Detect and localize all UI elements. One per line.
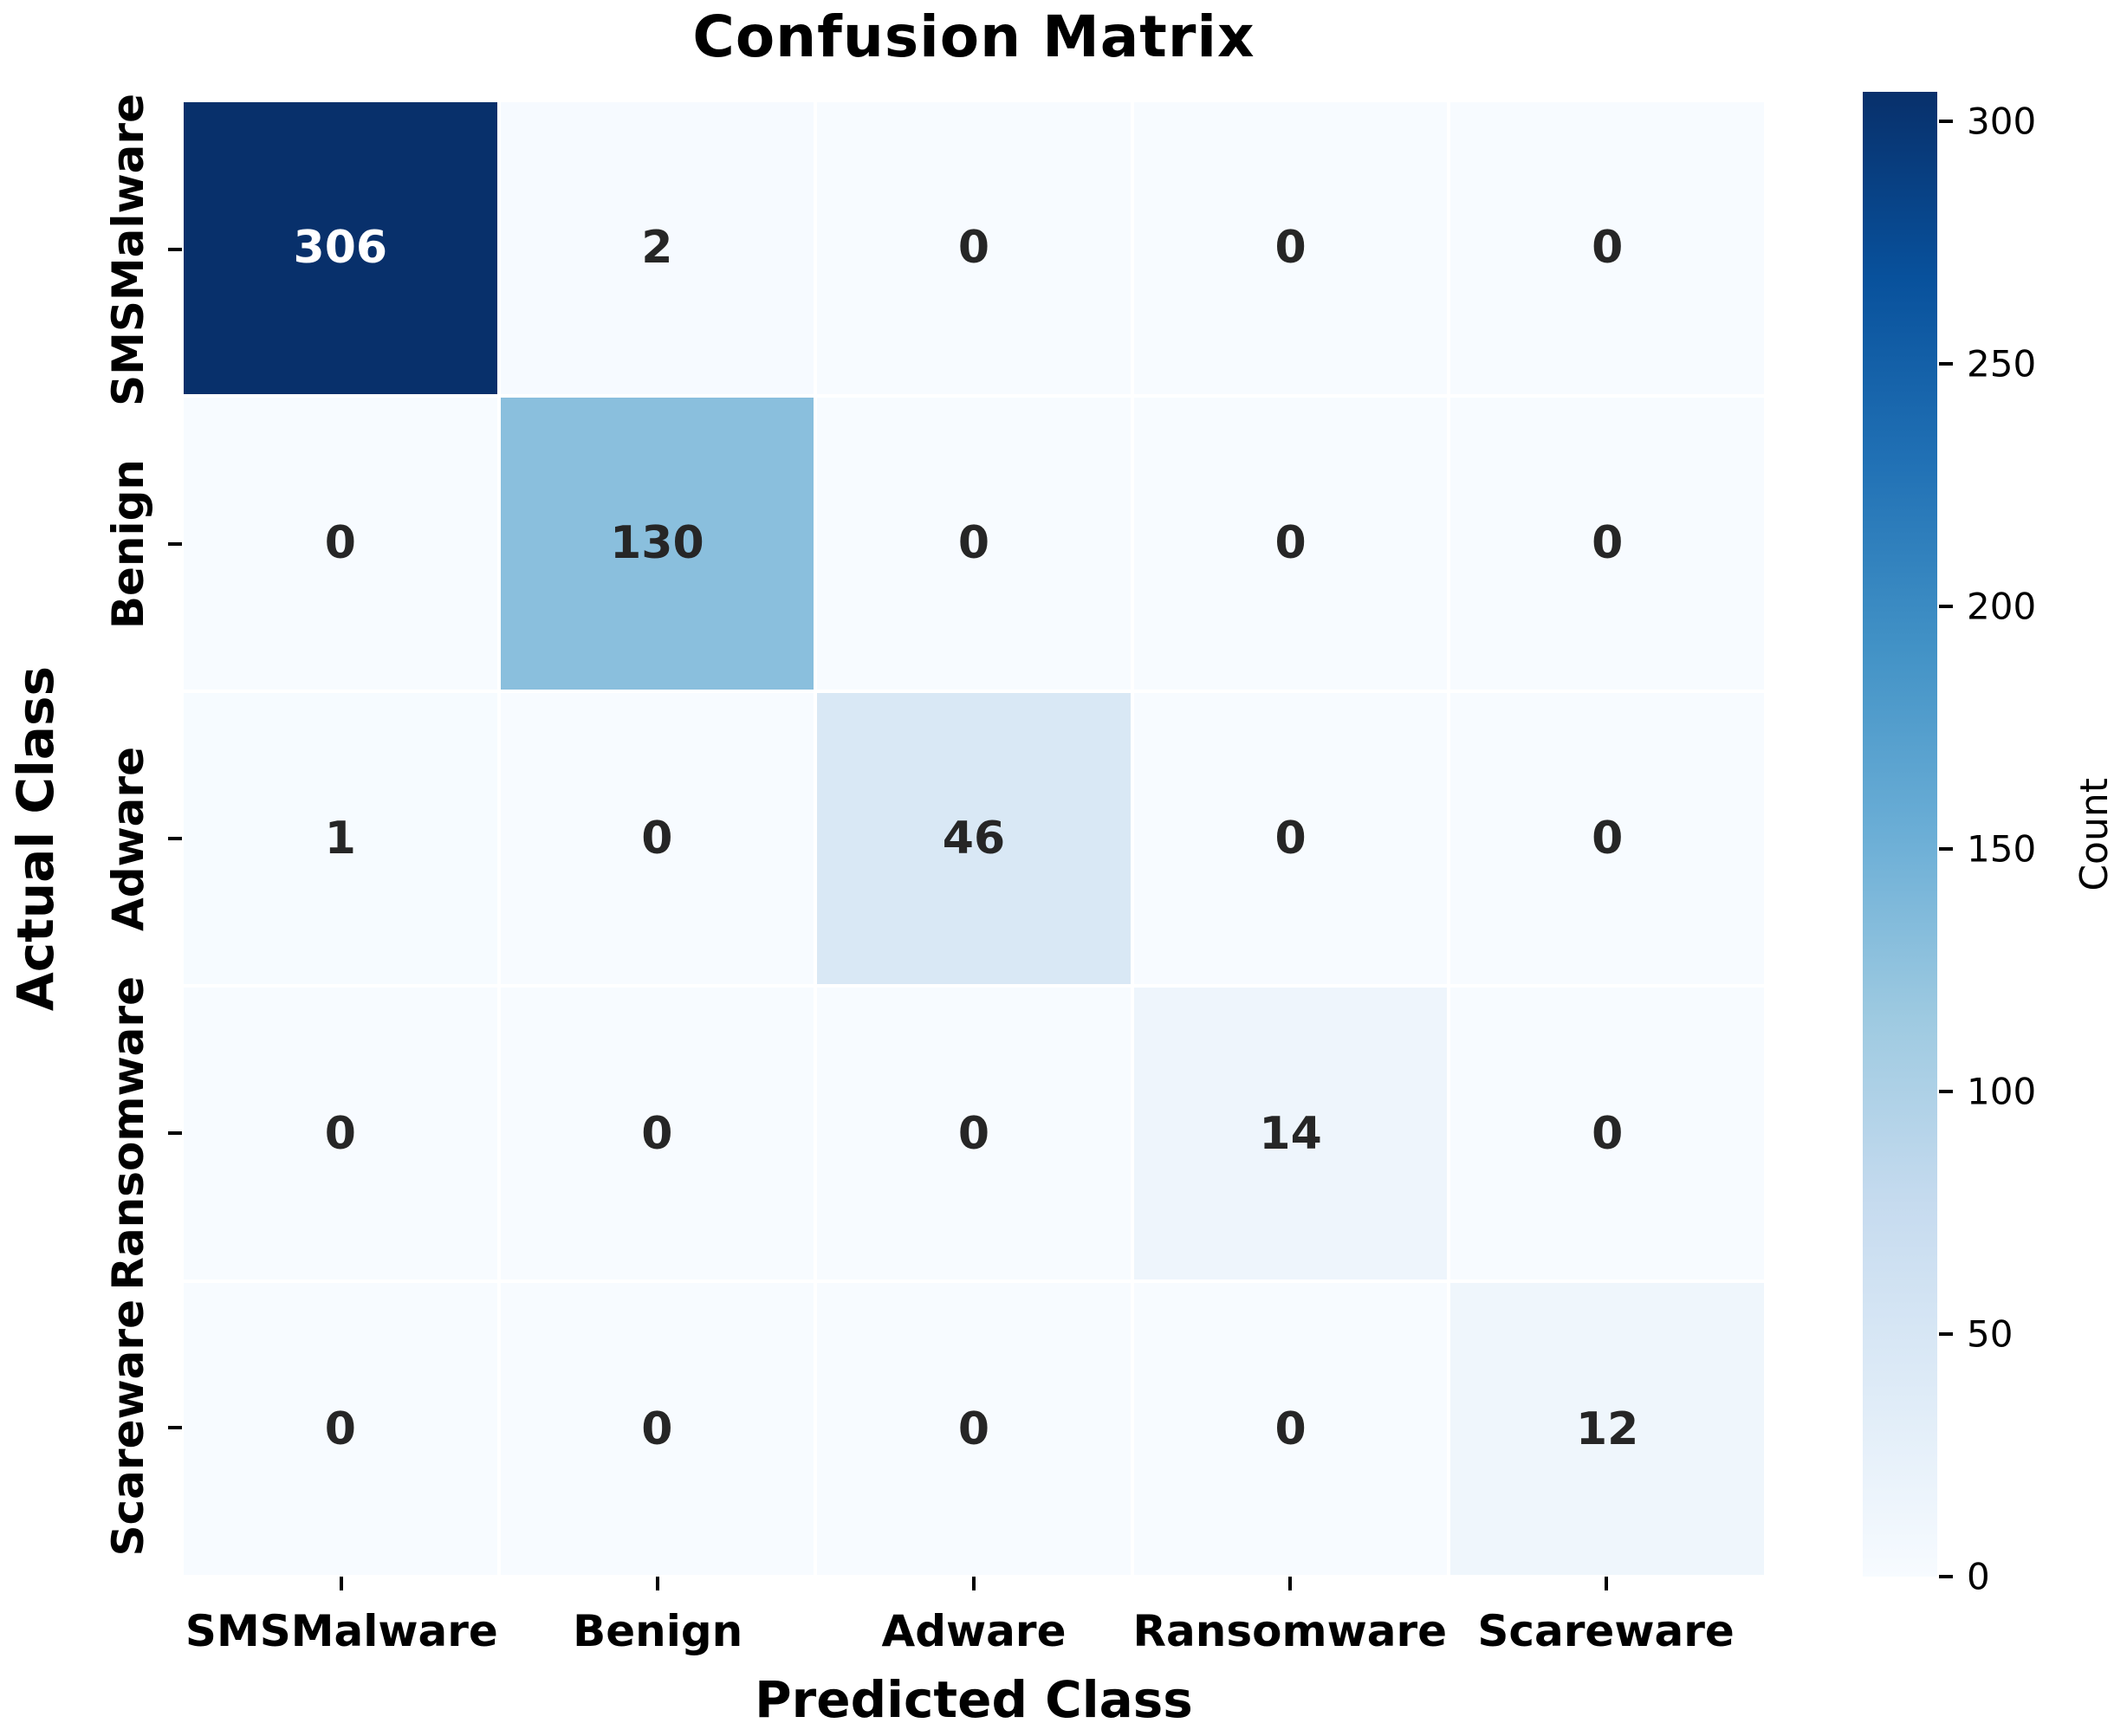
matrix-cell: 0 (1450, 988, 1764, 1280)
chart-title: Confusion Matrix (692, 3, 1255, 70)
y-tick-mark (168, 542, 182, 546)
x-tick-mark (340, 1577, 344, 1590)
matrix-cell: 0 (817, 1283, 1131, 1575)
colorbar-tick-label: 50 (1967, 1312, 2014, 1356)
matrix-cell: 12 (1450, 1283, 1764, 1575)
x-tick-mark (1604, 1577, 1608, 1590)
matrix-cell: 0 (817, 397, 1131, 690)
x-axis-label: Predicted Class (755, 1670, 1193, 1729)
heatmap-grid: 306 2 0 0 0 0 130 0 0 0 1 0 46 0 0 0 0 0 14 0 0 0 0 0 12 (184, 102, 1764, 1575)
y-tick-mark (168, 837, 182, 840)
y-axis-label: Actual Class (6, 665, 65, 1012)
x-tick-mark (1287, 1577, 1292, 1590)
colorbar (1863, 92, 1937, 1577)
matrix-cell: 0 (1450, 397, 1764, 690)
colorbar-tick-mark (1939, 361, 1953, 366)
colorbar-tick-mark (1939, 1089, 1953, 1093)
colorbar-tick-mark (1939, 1331, 1953, 1336)
x-tick-label: Adware (881, 1606, 1067, 1656)
y-tick-mark (168, 248, 182, 251)
colorbar-tick-label: 300 (1967, 100, 2037, 143)
colorbar-tick-label: 200 (1967, 585, 2037, 628)
x-tick-label: Benign (573, 1606, 743, 1656)
matrix-cell: 0 (817, 102, 1131, 394)
colorbar-tick-mark (1939, 604, 1953, 608)
matrix-cell: 1 (184, 692, 497, 985)
matrix-cell: 0 (817, 988, 1131, 1280)
matrix-cell: 2 (500, 102, 814, 394)
matrix-cell: 0 (1133, 692, 1448, 985)
matrix-cell: 0 (500, 1283, 814, 1575)
x-tick-label: SMSMalware (185, 1606, 498, 1656)
y-tick-label: Benign (103, 458, 153, 630)
matrix-cell: 0 (1450, 692, 1764, 985)
y-tick-label: Adware (103, 746, 153, 931)
colorbar-tick-label: 150 (1967, 827, 2037, 871)
colorbar-tick-label: 250 (1967, 342, 2037, 385)
matrix-cell: 0 (500, 988, 814, 1280)
y-tick-label: SMSMalware (103, 93, 153, 406)
colorbar-tick-label: 0 (1967, 1555, 1990, 1598)
matrix-cell: 0 (184, 397, 497, 690)
matrix-cell: 306 (184, 102, 497, 394)
matrix-cell: 0 (184, 1283, 497, 1575)
colorbar-tick-label: 100 (1967, 1070, 2037, 1113)
matrix-cell: 14 (1133, 988, 1448, 1280)
x-tick-mark (656, 1577, 660, 1590)
colorbar-tick-mark (1939, 846, 1953, 851)
colorbar-tick-mark (1939, 1575, 1953, 1578)
y-tick-label: Scareware (103, 1299, 153, 1557)
y-tick-mark (168, 1131, 182, 1135)
x-tick-mark (972, 1577, 976, 1590)
colorbar-label: Count (2072, 777, 2117, 891)
matrix-cell: 130 (500, 397, 814, 690)
matrix-cell: 0 (1133, 1283, 1448, 1575)
matrix-cell: 0 (1133, 397, 1448, 690)
y-tick-label: Ransomware (103, 975, 153, 1291)
matrix-cell: 0 (184, 988, 497, 1280)
matrix-cell: 0 (1450, 102, 1764, 394)
y-tick-mark (168, 1426, 182, 1429)
colorbar-tick-mark (1939, 119, 1953, 123)
matrix-cell: 46 (817, 692, 1131, 985)
x-tick-label: Ransomware (1132, 1606, 1448, 1656)
matrix-cell: 0 (500, 692, 814, 985)
matrix-cell: 0 (1133, 102, 1448, 394)
x-tick-label: Scareware (1477, 1606, 1735, 1656)
